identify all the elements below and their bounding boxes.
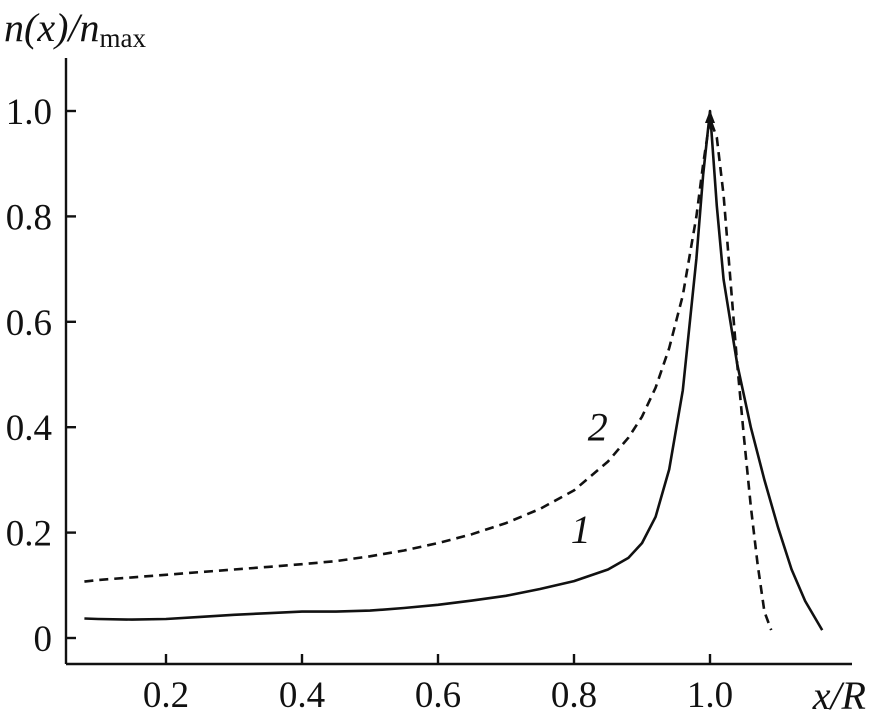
y-ticks: 0 0.2 0.4 0.6 0.8 1.0 bbox=[6, 92, 76, 660]
x-tick-label: 0.4 bbox=[279, 675, 325, 716]
y-axis-title: n(x)/nmax bbox=[4, 5, 147, 53]
y-axis-title-subscript: max bbox=[100, 23, 147, 53]
series-label-2: 2 bbox=[588, 404, 608, 449]
peak-tip-marker bbox=[705, 110, 715, 123]
y-tick-label: 0.2 bbox=[6, 514, 52, 555]
y-tick-label: 0 bbox=[34, 619, 53, 660]
series-labels: 12 bbox=[571, 404, 608, 552]
series-line-2 bbox=[84, 117, 773, 631]
y-tick-label: 0.4 bbox=[6, 408, 52, 449]
series-lines bbox=[84, 109, 824, 631]
x-tick-label: 0.2 bbox=[143, 675, 189, 716]
x-tick-label: 1.0 bbox=[687, 675, 733, 716]
x-ticks: 0.2 0.4 0.6 0.8 1.0 bbox=[143, 654, 733, 716]
y-axis-title-main: n(x)/n bbox=[4, 5, 100, 50]
x-axis-title: x/R bbox=[812, 673, 866, 718]
y-tick-label: 0.8 bbox=[6, 197, 52, 238]
y-tick-label: 0.6 bbox=[6, 303, 52, 344]
x-tick-label: 0.8 bbox=[551, 675, 597, 716]
y-tick-label: 1.0 bbox=[6, 92, 52, 133]
x-tick-label: 0.6 bbox=[415, 675, 461, 716]
series-line-1 bbox=[84, 109, 824, 631]
series-label-1: 1 bbox=[571, 507, 591, 552]
